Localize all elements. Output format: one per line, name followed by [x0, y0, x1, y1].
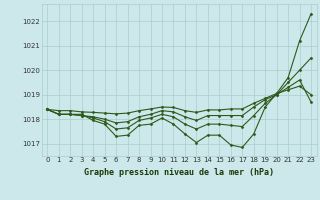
X-axis label: Graphe pression niveau de la mer (hPa): Graphe pression niveau de la mer (hPa) [84, 168, 274, 177]
